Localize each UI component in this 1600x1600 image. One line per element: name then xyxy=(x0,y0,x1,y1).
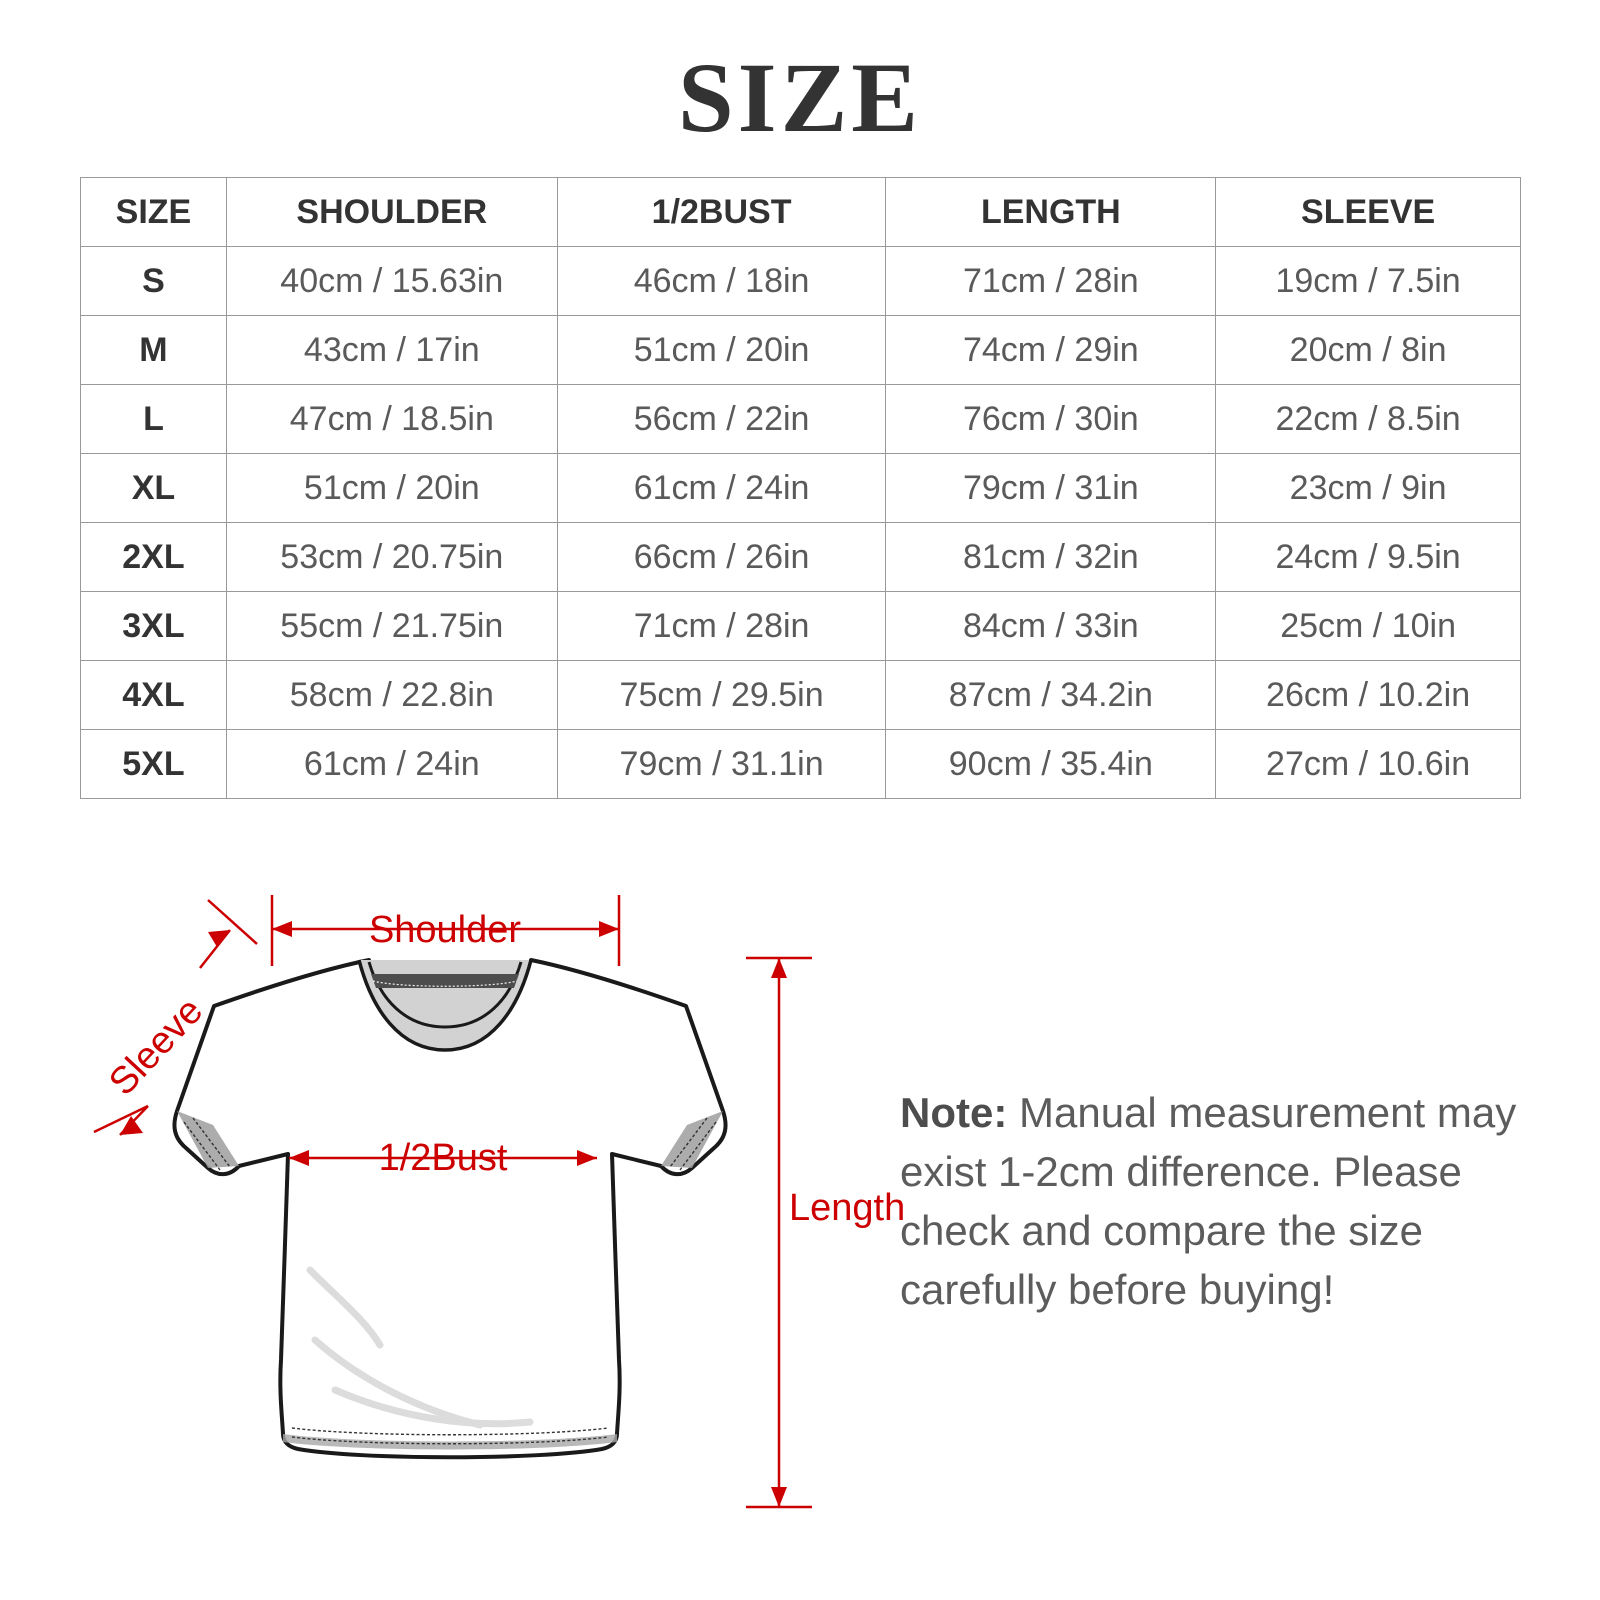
svg-text:Shoulder: Shoulder xyxy=(369,909,521,951)
svg-text:Length: Length xyxy=(789,1187,905,1229)
svg-text:1/2Bust: 1/2Bust xyxy=(379,1137,508,1179)
